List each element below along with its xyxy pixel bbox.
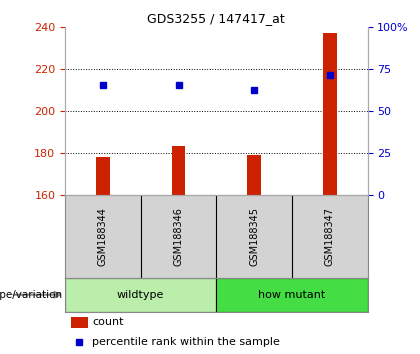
- Bar: [323, 33, 336, 195]
- Text: how mutant: how mutant: [258, 290, 326, 300]
- Text: GSM188344: GSM188344: [98, 207, 108, 266]
- Text: wildtype: wildtype: [117, 290, 164, 300]
- Bar: [216, 278, 368, 312]
- Bar: [172, 146, 185, 195]
- Text: GSM188346: GSM188346: [173, 207, 184, 266]
- Bar: [247, 155, 261, 195]
- Text: percentile rank within the sample: percentile rank within the sample: [92, 337, 280, 347]
- Title: GDS3255 / 147417_at: GDS3255 / 147417_at: [147, 12, 285, 25]
- Text: count: count: [92, 318, 124, 327]
- Text: GSM188345: GSM188345: [249, 207, 259, 266]
- Text: GSM188347: GSM188347: [325, 207, 335, 266]
- Bar: [65, 278, 216, 312]
- Text: genotype/variation: genotype/variation: [0, 290, 63, 300]
- Bar: [96, 157, 110, 195]
- Bar: [71, 317, 88, 328]
